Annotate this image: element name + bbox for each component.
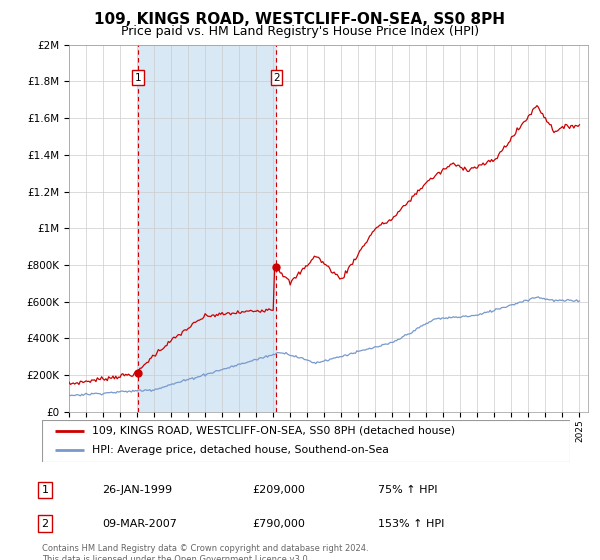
Text: Contains HM Land Registry data © Crown copyright and database right 2024.
This d: Contains HM Land Registry data © Crown c… [42,544,368,560]
Text: HPI: Average price, detached house, Southend-on-Sea: HPI: Average price, detached house, Sout… [92,445,389,455]
Text: 26-JAN-1999: 26-JAN-1999 [102,485,172,495]
Text: 2: 2 [41,519,49,529]
Text: £790,000: £790,000 [252,519,305,529]
Text: 75% ↑ HPI: 75% ↑ HPI [378,485,437,495]
Text: 153% ↑ HPI: 153% ↑ HPI [378,519,445,529]
Text: 1: 1 [41,485,49,495]
Text: 109, KINGS ROAD, WESTCLIFF-ON-SEA, SS0 8PH (detached house): 109, KINGS ROAD, WESTCLIFF-ON-SEA, SS0 8… [92,426,455,436]
Text: £209,000: £209,000 [252,485,305,495]
Bar [138,45,277,412]
Text: 1: 1 [135,73,142,83]
Text: 2: 2 [273,73,280,83]
Text: Price paid vs. HM Land Registry's House Price Index (HPI): Price paid vs. HM Land Registry's House … [121,25,479,38]
FancyBboxPatch shape [42,420,570,462]
Text: 09-MAR-2007: 09-MAR-2007 [102,519,177,529]
Text: 109, KINGS ROAD, WESTCLIFF-ON-SEA, SS0 8PH: 109, KINGS ROAD, WESTCLIFF-ON-SEA, SS0 8… [95,12,505,27]
